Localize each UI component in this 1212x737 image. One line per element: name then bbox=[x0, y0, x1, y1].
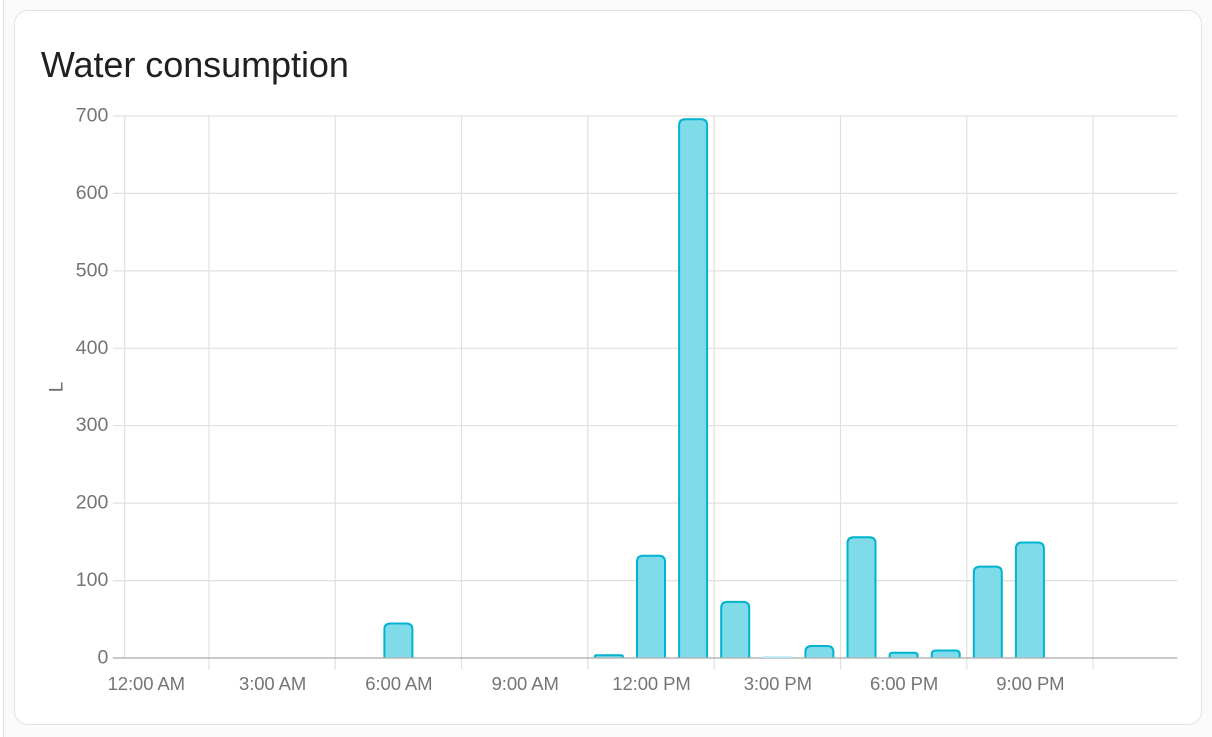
svg-text:500: 500 bbox=[76, 259, 109, 281]
svg-text:12:00 AM: 12:00 AM bbox=[108, 673, 185, 694]
svg-text:3:00 AM: 3:00 AM bbox=[239, 673, 306, 694]
svg-text:200: 200 bbox=[76, 492, 109, 514]
svg-text:9:00 PM: 9:00 PM bbox=[996, 673, 1064, 694]
svg-text:L: L bbox=[46, 382, 67, 393]
svg-text:9:00 AM: 9:00 AM bbox=[492, 673, 559, 694]
svg-text:600: 600 bbox=[76, 182, 109, 204]
svg-text:0: 0 bbox=[97, 647, 108, 669]
svg-text:6:00 PM: 6:00 PM bbox=[870, 673, 938, 694]
svg-text:3:00 PM: 3:00 PM bbox=[744, 673, 812, 694]
svg-text:12:00 PM: 12:00 PM bbox=[612, 673, 690, 694]
svg-text:400: 400 bbox=[76, 337, 109, 359]
svg-text:300: 300 bbox=[76, 414, 109, 436]
svg-text:Water consumption: Water consumption bbox=[41, 44, 349, 85]
svg-text:700: 700 bbox=[76, 105, 109, 127]
svg-text:6:00 AM: 6:00 AM bbox=[365, 673, 432, 694]
svg-text:100: 100 bbox=[76, 569, 109, 591]
